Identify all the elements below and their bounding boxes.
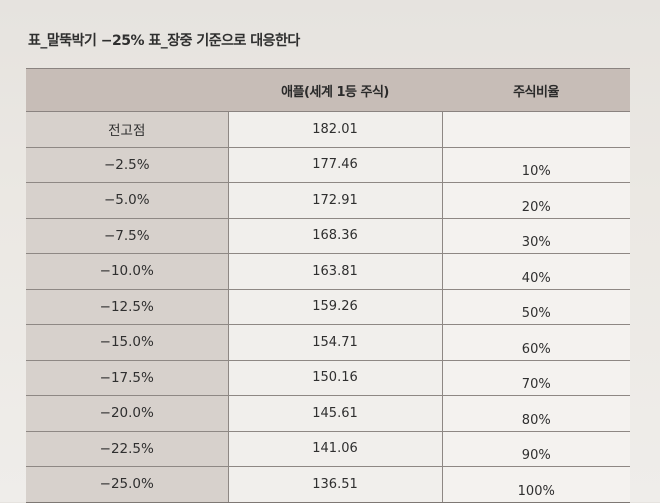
level-cell: −20.0% (26, 395, 228, 432)
ratio-cell: 40% (442, 253, 630, 290)
price-cell: 136.51 (227, 466, 443, 503)
table-caption: 표_말뚝박기 −25% 표_장중 기준으로 대응한다 (28, 33, 300, 49)
header-row: 애플(세계 1등 주식) 주식비율 (26, 68, 630, 112)
table-row: −22.5% 141.06 90% (26, 431, 630, 467)
table-row: −5.0% 172.91 20% (26, 182, 630, 219)
table-row: −12.5% 159.26 50% (26, 289, 630, 325)
ratio-cell: 90% (442, 431, 630, 467)
header-cell-stock-ratio: 주식비율 (442, 68, 630, 112)
level-cell: −7.5% (26, 218, 228, 254)
ratio-cell: 70% (442, 360, 630, 396)
price-cell: 172.91 (227, 182, 443, 219)
level-cell: −17.5% (26, 360, 228, 396)
stock-ratio-table: 애플(세계 1등 주식) 주식비율 전고점 182.01 −2.5% 177.4… (26, 68, 630, 503)
level-cell: −5.0% (26, 182, 228, 219)
ratio-cell (442, 111, 630, 148)
table-row: −7.5% 168.36 30% (26, 218, 630, 254)
level-cell: 전고점 (26, 111, 228, 148)
price-cell: 163.81 (227, 253, 443, 290)
price-cell: 141.06 (227, 431, 443, 467)
table-row: −17.5% 150.16 70% (26, 360, 630, 396)
level-cell: −12.5% (26, 289, 228, 325)
ratio-cell: 60% (442, 324, 630, 361)
table-row: −20.0% 145.61 80% (26, 395, 630, 432)
level-cell: −2.5% (26, 147, 228, 183)
ratio-cell: 80% (442, 395, 630, 432)
header-cell-level (26, 68, 228, 112)
ratio-cell: 50% (442, 289, 630, 325)
price-cell: 168.36 (227, 218, 443, 254)
price-cell: 177.46 (227, 147, 443, 183)
price-cell: 159.26 (227, 289, 443, 325)
ratio-cell: 10% (442, 147, 630, 183)
price-cell: 150.16 (227, 360, 443, 396)
table-row: −15.0% 154.71 60% (26, 324, 630, 361)
table-row: −2.5% 177.46 10% (26, 147, 630, 183)
table-row: −25.0% 136.51 100% (26, 466, 630, 503)
level-cell: −10.0% (26, 253, 228, 290)
level-cell: −22.5% (26, 431, 228, 467)
header-cell-apple-price: 애플(세계 1등 주식) (228, 68, 442, 112)
ratio-cell: 30% (442, 218, 630, 254)
table-header: 애플(세계 1등 주식) 주식비율 (26, 68, 630, 112)
ratio-cell: 20% (442, 182, 630, 219)
price-cell: 154.71 (227, 324, 443, 361)
level-cell: −15.0% (26, 324, 228, 361)
table-body: 전고점 182.01 −2.5% 177.46 10% −5.0% 172.91… (26, 111, 630, 503)
price-cell: 182.01 (227, 111, 443, 148)
level-cell: −25.0% (26, 466, 228, 503)
table-row: −10.0% 163.81 40% (26, 253, 630, 290)
ratio-cell: 100% (442, 466, 630, 503)
price-cell: 145.61 (227, 395, 443, 432)
table-row: 전고점 182.01 (26, 111, 630, 148)
